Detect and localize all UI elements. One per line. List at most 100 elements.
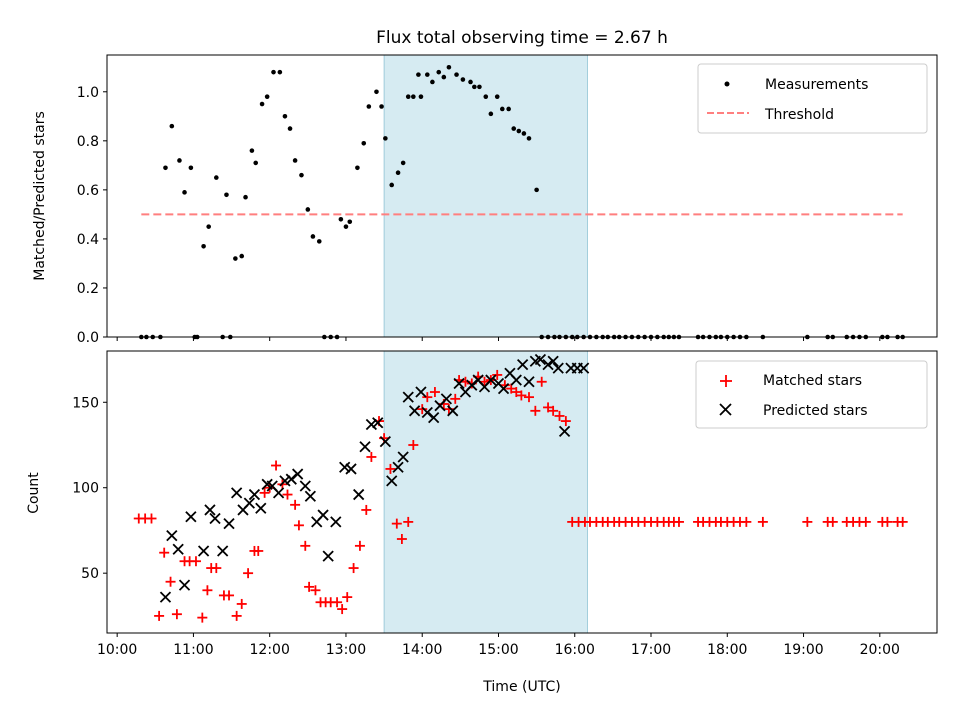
measurement-point — [338, 216, 344, 222]
measurement-point — [374, 89, 379, 95]
measurement-point — [416, 72, 421, 77]
predicted-star-point — [440, 393, 453, 405]
legend-threshold-label: Threshold — [764, 107, 834, 123]
top-yticks-group: 0.0 0.2 0.4 0.6 0.8 1.0 — [77, 85, 107, 346]
legend-matched-marker — [720, 375, 732, 387]
bottom-legend: Matched stars Predicted stars — [695, 360, 928, 429]
predicted-star-point — [292, 468, 304, 480]
predicted-star-point — [209, 512, 221, 525]
matched-star-point — [211, 563, 222, 574]
predicted-star-point — [447, 405, 459, 417]
predicted-star-point — [317, 509, 329, 521]
matched-star-point — [282, 489, 293, 500]
top-legend: Measurements Threshold — [697, 63, 928, 134]
matched-star-point — [543, 402, 554, 413]
legend-measurements-marker — [724, 81, 730, 87]
measurement-point — [243, 194, 248, 200]
matched-star-point — [396, 534, 407, 544]
y-tick-label: 100 — [72, 481, 99, 497]
predicted-star-point — [552, 362, 564, 374]
predicted-star-point — [402, 391, 414, 403]
measurement-point — [534, 187, 539, 193]
measurement-point — [379, 104, 384, 109]
matched-star-point — [224, 590, 235, 601]
predicted-star-point — [558, 425, 571, 437]
matched-star-point — [882, 516, 893, 527]
predicted-star-point — [231, 487, 243, 499]
legend-predicted-label: Predicted stars — [763, 403, 868, 419]
top-legend-box — [697, 63, 928, 134]
measurement-point — [468, 79, 473, 85]
measurement-point — [395, 170, 401, 176]
predicted-star-point — [578, 362, 590, 374]
x-tick-label: 17:00 — [631, 642, 671, 658]
predicted-star-point — [159, 591, 172, 603]
measurement-point — [292, 158, 298, 163]
y-tick-label: 50 — [81, 566, 99, 582]
matched-star-point — [385, 463, 396, 474]
measurement-point — [441, 74, 447, 80]
matched-star-point — [408, 440, 419, 450]
matched-star-point — [757, 516, 768, 527]
top-points-group — [139, 64, 905, 340]
matched-star-point — [342, 592, 353, 603]
legend-predicted-marker — [719, 403, 732, 416]
measurement-point — [355, 165, 360, 171]
matched-star-point — [827, 516, 838, 527]
measurement-point — [188, 165, 194, 171]
matched-star-point — [165, 576, 176, 587]
x-tick-label: 14:00 — [402, 642, 442, 658]
measurement-point — [405, 94, 411, 99]
measurement-point — [425, 72, 430, 77]
matched-star-point — [506, 383, 517, 394]
predicted-star-point — [248, 488, 261, 501]
measurement-point — [383, 136, 388, 141]
matched-star-point — [741, 516, 752, 527]
predicted-star-point — [542, 359, 554, 371]
measurement-point — [163, 165, 168, 171]
matched-star-point — [403, 516, 414, 527]
matched-star-point — [802, 516, 813, 527]
predicted-star-point — [330, 516, 342, 528]
bottom-yticks-group: 50 100 150 — [72, 395, 107, 582]
matched-star-point — [337, 604, 348, 615]
predicted-star-point — [392, 461, 404, 473]
measurement-point — [169, 123, 175, 129]
predicted-star-point — [322, 550, 334, 562]
measurement-point — [343, 224, 349, 229]
observing-window-span — [383, 350, 588, 634]
predicted-star-point — [178, 579, 191, 591]
matched-star-point — [253, 545, 264, 556]
matched-star-point — [332, 597, 343, 608]
measurement-point — [224, 192, 229, 198]
predicted-star-point — [304, 490, 317, 502]
predicted-star-point — [510, 374, 522, 386]
x-tick-label: 12:00 — [250, 642, 290, 658]
measurement-point — [526, 136, 532, 141]
matched-star-point — [154, 610, 165, 621]
measurement-point — [494, 94, 500, 99]
bottom-y-axis-label: Count — [26, 472, 42, 514]
measurement-point — [446, 64, 452, 70]
bottom-axes-frame — [106, 350, 938, 634]
measurement-point — [477, 84, 482, 90]
predicted-star-point — [534, 353, 547, 366]
bottom-predicted-group — [159, 353, 590, 603]
top-xticks-group — [116, 337, 881, 341]
matched-star-point — [417, 404, 428, 415]
measurement-point — [454, 72, 459, 77]
measurement-point — [282, 114, 288, 119]
measurement-point — [253, 160, 259, 166]
x-tick-label: 20:00 — [860, 642, 900, 658]
matched-star-point — [897, 516, 908, 527]
chart-title: Flux total observing time = 2.67 h — [376, 28, 668, 48]
matched-star-point — [231, 610, 242, 621]
predicted-star-point — [353, 488, 365, 501]
predicted-star-point — [172, 543, 184, 555]
predicted-star-point — [197, 545, 210, 557]
measurement-point — [182, 190, 187, 195]
y-tick-label: 0.2 — [77, 281, 99, 297]
matched-star-point — [536, 376, 547, 387]
